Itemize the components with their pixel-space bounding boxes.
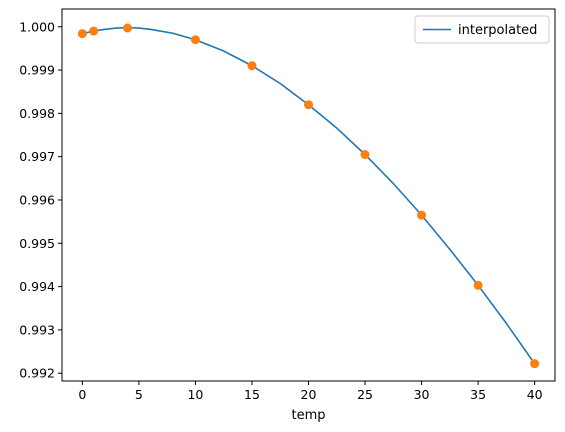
y-tick-label: 0.995 xyxy=(19,236,55,251)
x-tick-label: 15 xyxy=(244,387,260,402)
x-tick-label: 40 xyxy=(527,387,543,402)
x-tick-label: 20 xyxy=(301,387,317,402)
data-point xyxy=(123,23,133,33)
x-tick-label: 5 xyxy=(135,387,143,402)
legend-box xyxy=(414,15,550,44)
data-point xyxy=(304,100,313,110)
y-tick-label: 0.997 xyxy=(19,149,55,164)
y-axis: 0.992 0.993 0.994 0.995 0.996 0.997 0.998 0.999… xyxy=(19,19,62,381)
y-tick-label: 0.993 xyxy=(19,322,55,337)
x-tick-label: 30 xyxy=(414,387,430,402)
data-point xyxy=(89,26,99,36)
legend: interpolated xyxy=(414,15,550,44)
data-point xyxy=(360,150,370,160)
y-tick-label: 0.998 xyxy=(19,106,55,121)
data-point xyxy=(530,359,540,369)
x-tick-label: 10 xyxy=(187,387,203,402)
y-tick-label: 0.999 xyxy=(19,63,55,78)
series-points xyxy=(77,23,540,369)
legend-label-interpolated: interpolated xyxy=(458,23,537,38)
y-tick-label: 0.992 xyxy=(19,366,55,381)
data-point xyxy=(417,210,427,220)
y-tick-label: 0.996 xyxy=(19,192,55,207)
x-axis: 0 5 10 15 20 25 30 35 40 xyxy=(78,381,543,402)
y-tick-label: 1.000 xyxy=(19,19,55,34)
x-tick-label: 0 xyxy=(78,387,86,402)
series-interpolated xyxy=(82,26,536,365)
y-tick-label: 0.994 xyxy=(19,279,55,294)
data-point xyxy=(247,61,257,71)
data-point xyxy=(77,29,87,39)
x-tick-label: 25 xyxy=(357,387,373,402)
data-point xyxy=(473,280,483,290)
plot-area xyxy=(61,8,556,382)
x-axis-label: temp xyxy=(291,408,325,423)
series-line xyxy=(82,26,536,365)
data-point xyxy=(190,35,200,45)
plot-frame xyxy=(61,8,556,382)
x-tick-label: 35 xyxy=(470,387,486,402)
